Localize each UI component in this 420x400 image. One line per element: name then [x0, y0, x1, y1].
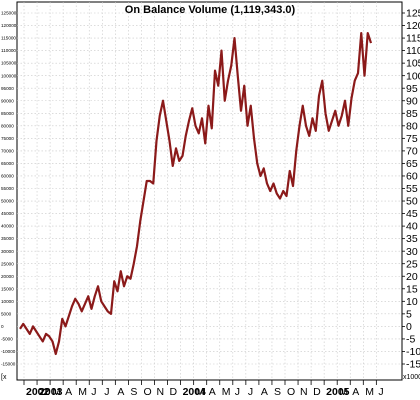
left-tick-label: -15000: [1, 362, 16, 367]
x-tick-label: O: [287, 386, 295, 398]
right-tick-label: 120: [406, 20, 420, 32]
right-tick-label: 10: [406, 296, 418, 308]
x-tick-label: 2002: [26, 386, 50, 398]
right-tick-label: 35: [406, 233, 418, 245]
right-tick-label: 80: [406, 120, 418, 132]
right-tick-label: 125: [406, 8, 420, 20]
right-tick-label: 90: [406, 95, 418, 107]
left-tick-label: 80000: [1, 123, 14, 128]
right-tick-label: 20: [406, 271, 418, 283]
right-tick-label: 0: [406, 321, 412, 333]
right-tick-label: 65: [406, 158, 418, 170]
x-tick-label: J: [378, 386, 383, 398]
x-tick-label: A: [65, 386, 72, 398]
right-tick-label: 85: [406, 108, 418, 120]
left-tick-label: 10000: [1, 299, 14, 304]
x-tick-label: S: [274, 386, 281, 398]
x-tick-label: J: [104, 386, 109, 398]
left-unit-label: [x: [1, 374, 7, 381]
right-tick-label: 55: [406, 183, 418, 195]
x-tick-label: A: [261, 386, 268, 398]
left-tick-label: 45000: [1, 211, 14, 216]
right-tick-label: 40: [406, 221, 418, 233]
left-tick-label: 85000: [1, 111, 14, 116]
x-tick-label: 2003: [39, 386, 63, 398]
right-tick-label: 75: [406, 133, 418, 145]
left-tick-label: 90000: [1, 98, 14, 103]
left-tick-label: -10000: [1, 349, 16, 354]
left-tick-label: 55000: [1, 186, 14, 191]
x-tick-label: M: [196, 386, 205, 398]
left-tick-label: 65000: [1, 161, 14, 166]
x-tick-label: S: [130, 386, 137, 398]
chart-title: On Balance Volume (1,119,343.0): [125, 4, 296, 16]
right-tick-label: 70: [406, 145, 418, 157]
left-tick-label: 125000: [1, 11, 17, 16]
x-tick-label: M: [52, 386, 61, 398]
left-tick-label: 70000: [1, 148, 14, 153]
right-tick-label: 105: [406, 58, 420, 70]
right-tick-label: 50: [406, 196, 418, 208]
left-tick-label: 25000: [1, 261, 14, 266]
x-tick-label: D: [170, 386, 178, 398]
x-tick-label: 2004: [183, 386, 207, 398]
obv-series-line: [19, 31, 373, 356]
right-tick-label: 100: [406, 70, 420, 82]
right-tick-label: 95: [406, 83, 418, 95]
left-tick-label: 110000: [1, 48, 16, 53]
left-tick-label: 30000: [1, 249, 14, 254]
x-tick-label: A: [209, 386, 216, 398]
right-tick-label: 15: [406, 283, 418, 295]
left-tick-label: 100000: [1, 73, 17, 78]
x-tick-label: M: [222, 386, 231, 398]
x-tick-label: J: [248, 386, 253, 398]
x-tick-label: N: [157, 386, 165, 398]
x-tick-label: D: [313, 386, 321, 398]
left-tick-label: -5000: [1, 337, 13, 342]
x-tick-label: A: [117, 386, 124, 398]
left-tick-label: 40000: [1, 224, 14, 229]
right-tick-label: 25: [406, 258, 418, 270]
right-y-axis: 1251201151101051009590858075706560555045…: [402, 8, 420, 371]
right-tick-label: -10: [406, 346, 420, 358]
left-tick-label: 5000: [1, 311, 12, 316]
right-tick-label: 5: [406, 308, 412, 320]
right-tick-label: 45: [406, 208, 418, 220]
x-tick-label: M: [339, 386, 348, 398]
x-tick-label: J: [235, 386, 240, 398]
left-tick-label: 50000: [1, 199, 14, 204]
x-tick-label: A: [352, 386, 359, 398]
x-tick-label: M: [78, 386, 87, 398]
left-tick-label: 95000: [1, 86, 14, 91]
right-tick-label: 110: [406, 45, 420, 57]
x-tick-label: 2005: [326, 386, 350, 398]
grid-lines: [17, 2, 402, 381]
left-y-axis: 1250001200001150001100001050001000009500…: [1, 11, 17, 367]
x-tick-label: N: [300, 386, 308, 398]
right-tick-label: 30: [406, 246, 418, 258]
right-tick-label: 60: [406, 171, 418, 183]
left-tick-label: 120000: [1, 23, 17, 28]
left-tick-label: 15000: [1, 286, 14, 291]
right-unit-label: x1000: [403, 374, 420, 381]
left-tick-label: 20000: [1, 274, 14, 279]
left-tick-label: 75000: [1, 136, 14, 141]
left-tick-label: 35000: [1, 236, 14, 241]
right-tick-label: -15: [406, 359, 420, 371]
left-tick-label: 0: [1, 324, 4, 329]
left-tick-label: 60000: [1, 174, 14, 179]
left-tick-label: 105000: [1, 61, 17, 66]
right-tick-label: -5: [406, 334, 415, 346]
right-tick-label: 115: [406, 33, 420, 45]
left-tick-label: 115000: [1, 36, 16, 41]
x-tick-label: M: [365, 386, 374, 398]
x-tick-label: O: [143, 386, 151, 398]
plot-frame: [16, 1, 403, 381]
x-tick-label: J: [91, 386, 96, 398]
